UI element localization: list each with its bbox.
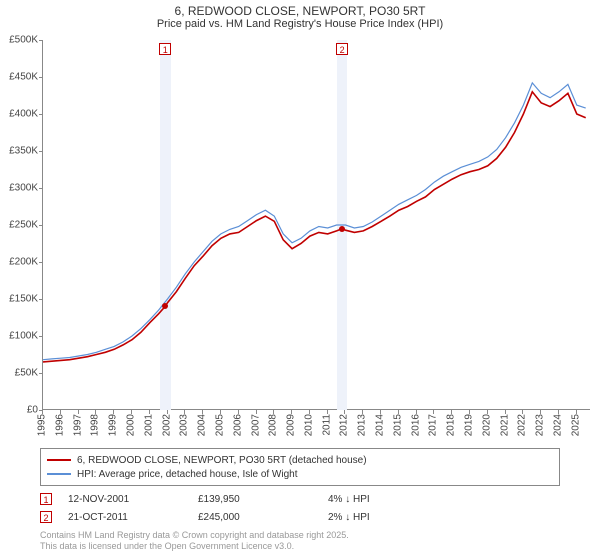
legend-item-0: 6, REDWOOD CLOSE, NEWPORT, PO30 5RT (det… — [47, 453, 553, 467]
attribution: Contains HM Land Registry data © Crown c… — [40, 530, 560, 552]
xtick-label: 2018 — [446, 414, 457, 436]
legend-swatch-0 — [47, 459, 71, 461]
transaction-change-1: 2% ↓ HPI — [328, 512, 428, 523]
attribution-line2: This data is licensed under the Open Gov… — [40, 541, 560, 552]
ytick-label: £0 — [0, 405, 38, 416]
ytick-label: £300K — [0, 183, 38, 194]
transaction-price-1: £245,000 — [198, 512, 328, 523]
xtick-label: 2000 — [125, 414, 136, 436]
series-price_paid — [43, 92, 586, 362]
xtick-label: 1997 — [72, 414, 83, 436]
xtick-label: 2025 — [570, 414, 581, 436]
transaction-marker-0: 1 — [40, 493, 52, 505]
legend-label-0: 6, REDWOOD CLOSE, NEWPORT, PO30 5RT (det… — [77, 455, 367, 466]
xtick-label: 2011 — [321, 414, 332, 436]
chart-container: 6, REDWOOD CLOSE, NEWPORT, PO30 5RT Pric… — [0, 0, 600, 560]
xtick-label: 2023 — [535, 414, 546, 436]
chart-area: 12 £0£50K£100K£150K£200K£250K£300K£350K£… — [42, 40, 590, 410]
ytick-label: £500K — [0, 35, 38, 46]
xtick-label: 2015 — [392, 414, 403, 436]
transaction-price-0: £139,950 — [198, 494, 328, 505]
legend-swatch-1 — [47, 473, 71, 475]
xtick-label: 2009 — [286, 414, 297, 436]
xtick-label: 2003 — [179, 414, 190, 436]
xtick-label: 2007 — [250, 414, 261, 436]
title-line1: 6, REDWOOD CLOSE, NEWPORT, PO30 5RT — [0, 4, 600, 18]
title-block: 6, REDWOOD CLOSE, NEWPORT, PO30 5RT Pric… — [0, 0, 600, 32]
xtick-label: 1995 — [37, 414, 48, 436]
ytick-label: £50K — [0, 368, 38, 379]
xtick-label: 2021 — [499, 414, 510, 436]
legend-label-1: HPI: Average price, detached house, Isle… — [77, 469, 298, 480]
transaction-row-0: 1 12-NOV-2001 £139,950 4% ↓ HPI — [40, 490, 560, 508]
xtick-label: 2013 — [357, 414, 368, 436]
ytick-label: £400K — [0, 109, 38, 120]
xtick-label: 2024 — [552, 414, 563, 436]
transaction-date-0: 12-NOV-2001 — [68, 494, 198, 505]
attribution-line1: Contains HM Land Registry data © Crown c… — [40, 530, 560, 541]
xtick-label: 1996 — [54, 414, 65, 436]
legend-item-1: HPI: Average price, detached house, Isle… — [47, 467, 553, 481]
marker-dot — [339, 226, 345, 232]
ytick-label: £150K — [0, 294, 38, 305]
xtick-label: 2012 — [339, 414, 350, 436]
plot-region: 12 — [42, 40, 590, 410]
xtick-label: 2017 — [428, 414, 439, 436]
ytick-label: £200K — [0, 257, 38, 268]
transaction-table: 1 12-NOV-2001 £139,950 4% ↓ HPI 2 21-OCT… — [40, 490, 560, 526]
xtick-label: 2020 — [481, 414, 492, 436]
xtick-label: 2006 — [232, 414, 243, 436]
series-hpi — [43, 83, 586, 360]
xtick-label: 2004 — [197, 414, 208, 436]
xtick-label: 2019 — [464, 414, 475, 436]
xtick-label: 2022 — [517, 414, 528, 436]
xtick-label: 2001 — [143, 414, 154, 436]
xtick-label: 2008 — [268, 414, 279, 436]
ytick-label: £250K — [0, 220, 38, 231]
ytick-label: £100K — [0, 331, 38, 342]
xtick-label: 2016 — [410, 414, 421, 436]
xtick-label: 2002 — [161, 414, 172, 436]
transaction-date-1: 21-OCT-2011 — [68, 512, 198, 523]
series-svg — [43, 40, 591, 410]
xtick-label: 2005 — [214, 414, 225, 436]
xtick-label: 2010 — [303, 414, 314, 436]
ytick-label: £350K — [0, 146, 38, 157]
xtick-label: 2014 — [375, 414, 386, 436]
ytick-label: £450K — [0, 72, 38, 83]
marker-dot — [162, 303, 168, 309]
transaction-change-0: 4% ↓ HPI — [328, 494, 428, 505]
transaction-row-1: 2 21-OCT-2011 £245,000 2% ↓ HPI — [40, 508, 560, 526]
title-line2: Price paid vs. HM Land Registry's House … — [0, 18, 600, 30]
legend: 6, REDWOOD CLOSE, NEWPORT, PO30 5RT (det… — [40, 448, 560, 486]
xtick-label: 1999 — [108, 414, 119, 436]
xtick-label: 1998 — [90, 414, 101, 436]
transaction-marker-1: 2 — [40, 511, 52, 523]
